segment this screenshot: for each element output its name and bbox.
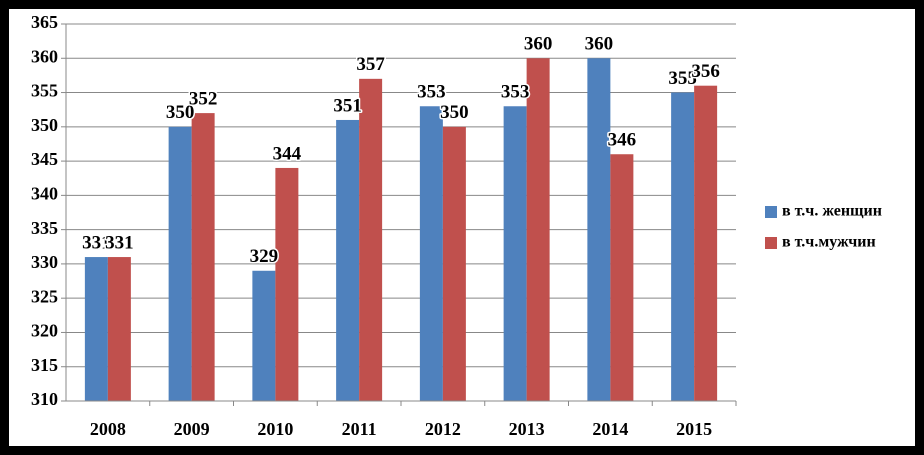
- data-label: 331: [105, 232, 134, 253]
- x-tick-label: 2011: [342, 419, 377, 439]
- y-tick-label: 325: [31, 286, 58, 306]
- x-tick-label: 2013: [509, 419, 545, 439]
- x-tick-label: 2014: [592, 419, 628, 439]
- x-tick-label: 2010: [257, 419, 293, 439]
- y-tick-label: 315: [31, 355, 58, 375]
- y-tick-label: 330: [31, 252, 58, 272]
- y-tick-label: 355: [31, 81, 58, 101]
- bar: [191, 113, 215, 401]
- bar: [671, 92, 695, 401]
- bar: [419, 106, 443, 401]
- x-tick-label: 2008: [90, 419, 126, 439]
- data-label: 351: [333, 95, 362, 116]
- y-tick-label: 340: [31, 183, 58, 203]
- bar: [336, 119, 360, 402]
- bar: [587, 58, 611, 401]
- data-label: 350: [440, 102, 469, 123]
- bar: [610, 154, 634, 401]
- y-tick-label: 345: [31, 149, 58, 169]
- data-label: 356: [691, 61, 720, 82]
- x-tick-label: 2015: [676, 419, 712, 439]
- y-tick-label: 310: [31, 389, 58, 409]
- legend-swatch: [765, 206, 777, 218]
- data-label: 353: [501, 82, 530, 103]
- y-tick-label: 360: [31, 46, 58, 66]
- bar: [442, 126, 466, 402]
- bar: [503, 106, 527, 401]
- data-label: 360: [585, 34, 614, 55]
- data-label: 357: [356, 54, 385, 75]
- bar: [694, 85, 718, 401]
- legend-label: в т.ч.мужчин: [782, 234, 876, 251]
- data-label: 360: [524, 34, 553, 55]
- data-label: 331: [82, 232, 111, 253]
- data-label: 353: [417, 82, 446, 103]
- x-tick-label: 2009: [174, 419, 210, 439]
- y-tick-label: 320: [31, 321, 58, 341]
- y-tick-label: 365: [31, 12, 58, 32]
- bar: [168, 126, 192, 402]
- y-tick-label: 335: [31, 218, 58, 238]
- bar: [107, 257, 131, 401]
- legend-label: в т.ч. женщин: [782, 203, 882, 220]
- data-label: 346: [608, 130, 637, 151]
- data-label: 344: [273, 143, 302, 164]
- x-tick-label: 2012: [425, 419, 461, 439]
- y-tick-label: 350: [31, 115, 58, 135]
- data-label: 329: [250, 246, 279, 267]
- bar: [526, 58, 550, 401]
- bar: [84, 257, 108, 401]
- bar: [252, 270, 276, 401]
- data-label: 352: [189, 88, 218, 109]
- legend-swatch: [765, 237, 777, 249]
- data-label: 350: [166, 102, 195, 123]
- data-label: 355: [668, 68, 697, 89]
- bar: [275, 167, 299, 401]
- bar: [359, 78, 383, 401]
